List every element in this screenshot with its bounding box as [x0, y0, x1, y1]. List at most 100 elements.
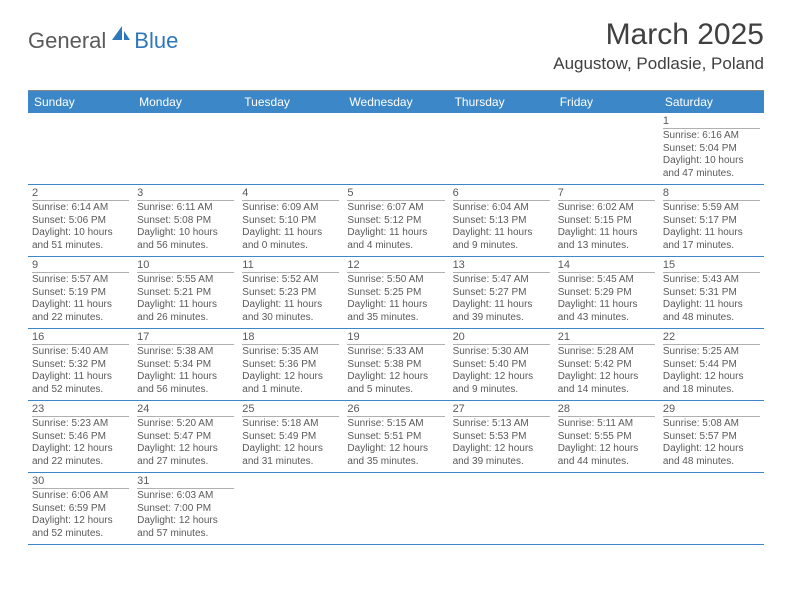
day-number: 14 [558, 259, 655, 273]
day-header-cell: Saturday [659, 91, 764, 113]
day-header-cell: Tuesday [238, 91, 343, 113]
day-info: Sunrise: 5:33 AMSunset: 5:38 PMDaylight:… [347, 346, 444, 396]
day-info: Sunrise: 5:30 AMSunset: 5:40 PMDaylight:… [453, 346, 550, 396]
calendar-week: 1Sunrise: 6:16 AMSunset: 5:04 PMDaylight… [28, 113, 764, 185]
calendar-cell: 30Sunrise: 6:06 AMSunset: 6:59 PMDayligh… [28, 473, 133, 544]
title-block: March 2025 Augustow, Podlasie, Poland [553, 18, 764, 74]
calendar-week: 23Sunrise: 5:23 AMSunset: 5:46 PMDayligh… [28, 401, 764, 473]
location-text: Augustow, Podlasie, Poland [553, 54, 764, 74]
day-info: Sunrise: 5:15 AMSunset: 5:51 PMDaylight:… [347, 418, 444, 468]
day-number: 21 [558, 331, 655, 345]
calendar-cell: 14Sunrise: 5:45 AMSunset: 5:29 PMDayligh… [554, 257, 659, 328]
calendar-cell: 17Sunrise: 5:38 AMSunset: 5:34 PMDayligh… [133, 329, 238, 400]
header: General Blue March 2025 Augustow, Podlas… [0, 0, 792, 82]
calendar-cell: 15Sunrise: 5:43 AMSunset: 5:31 PMDayligh… [659, 257, 764, 328]
logo-sail-icon [110, 24, 132, 47]
day-number: 24 [137, 403, 234, 417]
day-info: Sunrise: 5:13 AMSunset: 5:53 PMDaylight:… [453, 418, 550, 468]
day-info: Sunrise: 6:07 AMSunset: 5:12 PMDaylight:… [347, 202, 444, 252]
day-number: 23 [32, 403, 129, 417]
calendar-cell: 11Sunrise: 5:52 AMSunset: 5:23 PMDayligh… [238, 257, 343, 328]
calendar-cell: 8Sunrise: 5:59 AMSunset: 5:17 PMDaylight… [659, 185, 764, 256]
calendar-week: 2Sunrise: 6:14 AMSunset: 5:06 PMDaylight… [28, 185, 764, 257]
day-info: Sunrise: 5:59 AMSunset: 5:17 PMDaylight:… [663, 202, 760, 252]
calendar-cell: 1Sunrise: 6:16 AMSunset: 5:04 PMDaylight… [659, 113, 764, 184]
day-info: Sunrise: 5:43 AMSunset: 5:31 PMDaylight:… [663, 274, 760, 324]
day-number: 19 [347, 331, 444, 345]
day-header-cell: Sunday [28, 91, 133, 113]
calendar-cell: 18Sunrise: 5:35 AMSunset: 5:36 PMDayligh… [238, 329, 343, 400]
calendar-cell: 6Sunrise: 6:04 AMSunset: 5:13 PMDaylight… [449, 185, 554, 256]
day-number: 25 [242, 403, 339, 417]
day-number: 31 [137, 475, 234, 489]
day-number: 5 [347, 187, 444, 201]
day-header-cell: Monday [133, 91, 238, 113]
calendar-cell: 3Sunrise: 6:11 AMSunset: 5:08 PMDaylight… [133, 185, 238, 256]
calendar-cell: 26Sunrise: 5:15 AMSunset: 5:51 PMDayligh… [343, 401, 448, 472]
calendar-cell [343, 473, 448, 544]
day-number: 18 [242, 331, 339, 345]
calendar-cell: 29Sunrise: 5:08 AMSunset: 5:57 PMDayligh… [659, 401, 764, 472]
day-info: Sunrise: 6:02 AMSunset: 5:15 PMDaylight:… [558, 202, 655, 252]
day-info: Sunrise: 5:28 AMSunset: 5:42 PMDaylight:… [558, 346, 655, 396]
day-header-cell: Friday [554, 91, 659, 113]
calendar: SundayMondayTuesdayWednesdayThursdayFrid… [28, 90, 764, 545]
day-number: 27 [453, 403, 550, 417]
day-info: Sunrise: 6:14 AMSunset: 5:06 PMDaylight:… [32, 202, 129, 252]
calendar-cell [28, 113, 133, 184]
day-number: 26 [347, 403, 444, 417]
day-number: 8 [663, 187, 760, 201]
calendar-cell: 25Sunrise: 5:18 AMSunset: 5:49 PMDayligh… [238, 401, 343, 472]
calendar-cell: 16Sunrise: 5:40 AMSunset: 5:32 PMDayligh… [28, 329, 133, 400]
day-info: Sunrise: 5:55 AMSunset: 5:21 PMDaylight:… [137, 274, 234, 324]
day-info: Sunrise: 5:50 AMSunset: 5:25 PMDaylight:… [347, 274, 444, 324]
day-number: 30 [32, 475, 129, 489]
calendar-cell [554, 473, 659, 544]
day-info: Sunrise: 6:04 AMSunset: 5:13 PMDaylight:… [453, 202, 550, 252]
day-info: Sunrise: 5:35 AMSunset: 5:36 PMDaylight:… [242, 346, 339, 396]
calendar-cell: 13Sunrise: 5:47 AMSunset: 5:27 PMDayligh… [449, 257, 554, 328]
day-info: Sunrise: 6:11 AMSunset: 5:08 PMDaylight:… [137, 202, 234, 252]
day-number: 20 [453, 331, 550, 345]
calendar-cell: 24Sunrise: 5:20 AMSunset: 5:47 PMDayligh… [133, 401, 238, 472]
calendar-cell: 28Sunrise: 5:11 AMSunset: 5:55 PMDayligh… [554, 401, 659, 472]
day-header-row: SundayMondayTuesdayWednesdayThursdayFrid… [28, 91, 764, 113]
calendar-cell [449, 473, 554, 544]
day-info: Sunrise: 5:25 AMSunset: 5:44 PMDaylight:… [663, 346, 760, 396]
day-number: 4 [242, 187, 339, 201]
day-info: Sunrise: 5:11 AMSunset: 5:55 PMDaylight:… [558, 418, 655, 468]
day-info: Sunrise: 5:47 AMSunset: 5:27 PMDaylight:… [453, 274, 550, 324]
calendar-week: 9Sunrise: 5:57 AMSunset: 5:19 PMDaylight… [28, 257, 764, 329]
day-info: Sunrise: 5:20 AMSunset: 5:47 PMDaylight:… [137, 418, 234, 468]
day-header-cell: Wednesday [343, 91, 448, 113]
day-number: 3 [137, 187, 234, 201]
day-info: Sunrise: 5:40 AMSunset: 5:32 PMDaylight:… [32, 346, 129, 396]
calendar-cell: 19Sunrise: 5:33 AMSunset: 5:38 PMDayligh… [343, 329, 448, 400]
calendar-cell: 21Sunrise: 5:28 AMSunset: 5:42 PMDayligh… [554, 329, 659, 400]
day-info: Sunrise: 6:06 AMSunset: 6:59 PMDaylight:… [32, 490, 129, 540]
calendar-cell [343, 113, 448, 184]
calendar-week: 16Sunrise: 5:40 AMSunset: 5:32 PMDayligh… [28, 329, 764, 401]
day-number: 2 [32, 187, 129, 201]
day-info: Sunrise: 5:38 AMSunset: 5:34 PMDaylight:… [137, 346, 234, 396]
calendar-cell [449, 113, 554, 184]
day-header-cell: Thursday [449, 91, 554, 113]
day-number: 15 [663, 259, 760, 273]
calendar-cell: 20Sunrise: 5:30 AMSunset: 5:40 PMDayligh… [449, 329, 554, 400]
day-info: Sunrise: 5:52 AMSunset: 5:23 PMDaylight:… [242, 274, 339, 324]
calendar-cell: 9Sunrise: 5:57 AMSunset: 5:19 PMDaylight… [28, 257, 133, 328]
day-info: Sunrise: 5:57 AMSunset: 5:19 PMDaylight:… [32, 274, 129, 324]
calendar-week: 30Sunrise: 6:06 AMSunset: 6:59 PMDayligh… [28, 473, 764, 545]
calendar-cell: 22Sunrise: 5:25 AMSunset: 5:44 PMDayligh… [659, 329, 764, 400]
day-number: 11 [242, 259, 339, 273]
day-number: 10 [137, 259, 234, 273]
day-number: 29 [663, 403, 760, 417]
calendar-cell: 12Sunrise: 5:50 AMSunset: 5:25 PMDayligh… [343, 257, 448, 328]
logo-text-blue: Blue [134, 28, 178, 54]
calendar-cell [238, 113, 343, 184]
day-number: 22 [663, 331, 760, 345]
day-number: 1 [663, 115, 760, 129]
day-number: 12 [347, 259, 444, 273]
calendar-cell: 7Sunrise: 6:02 AMSunset: 5:15 PMDaylight… [554, 185, 659, 256]
calendar-cell: 5Sunrise: 6:07 AMSunset: 5:12 PMDaylight… [343, 185, 448, 256]
